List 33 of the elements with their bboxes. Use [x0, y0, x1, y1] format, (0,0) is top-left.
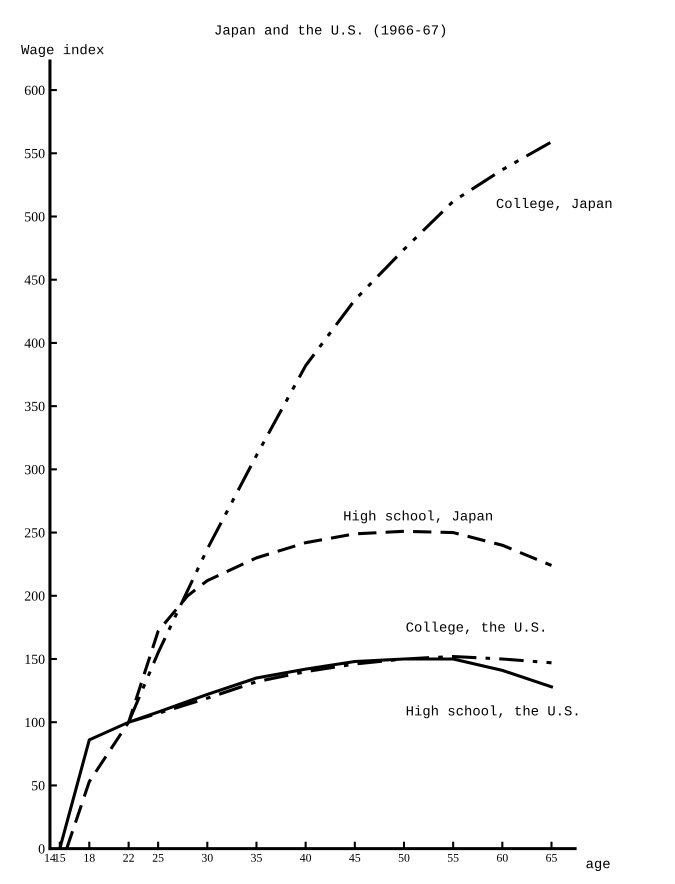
y-tick-label: 450 [24, 275, 45, 285]
y-tick-label: 250 [24, 528, 45, 538]
x-tick-label: 50 [398, 854, 410, 862]
x-tick-label: 18 [84, 854, 95, 862]
x-tick-label: 60 [496, 854, 508, 862]
text: High school, the U.S. [406, 705, 578, 718]
series-label: High school, Japan [344, 510, 492, 524]
y-tick-label: 600 [24, 86, 45, 96]
x-tick-label: 14 [45, 854, 56, 862]
x-tick-label: 22 [123, 854, 134, 862]
x-tick-label: 55 [448, 854, 459, 862]
x-tick-label: 15 [54, 854, 66, 862]
x-tick-label: 25 [152, 854, 164, 862]
x-tick-label: 45 [349, 854, 360, 862]
y-tick-label: 100 [25, 718, 45, 728]
y-tick-label: 0 [38, 844, 45, 854]
y-tick-label: 200 [24, 591, 45, 601]
x-tick-label: 35 [251, 854, 262, 862]
series-label: College, the U.S. [406, 622, 544, 635]
y-axis-title: Wage index [21, 44, 104, 58]
y-tick-label: 150 [25, 654, 45, 664]
series-label: College, Japan [496, 198, 612, 211]
y-tick-label: 50 [32, 781, 45, 790]
x-tick-label: 65 [546, 854, 557, 862]
y-tick-label: 400 [24, 338, 45, 348]
x-tick-label: 30 [202, 854, 213, 862]
x-axis-title: age [586, 860, 610, 872]
y-tick-label: 300 [24, 464, 45, 474]
chart-title: Japan and the U.S. (1966-67) [215, 24, 446, 38]
x-tick-label: 40 [300, 854, 312, 862]
y-tick-label: 550 [25, 148, 45, 158]
y-tick-label: 500 [25, 212, 45, 222]
y-tick-label: 350 [24, 402, 45, 412]
